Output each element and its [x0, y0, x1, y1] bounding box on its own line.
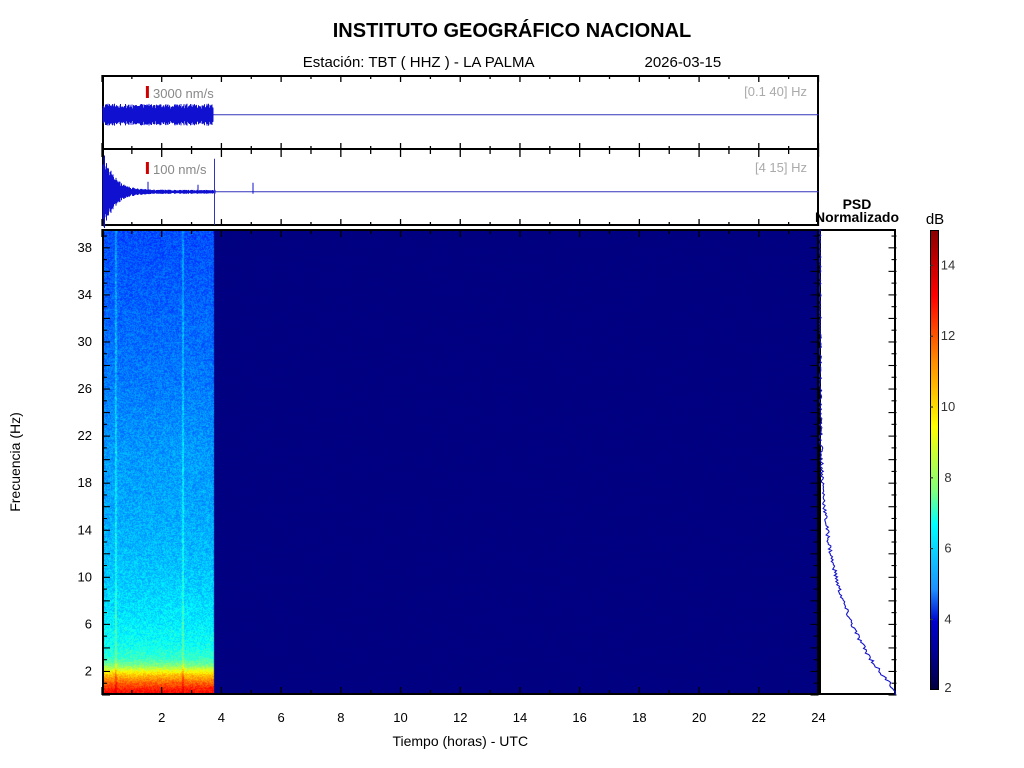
svg-text:34: 34	[78, 287, 92, 302]
svg-text:24: 24	[811, 710, 825, 725]
svg-text:Tiempo (horas) - UTC: Tiempo (horas) - UTC	[392, 733, 528, 749]
svg-text:dB: dB	[926, 211, 944, 228]
svg-text:14: 14	[78, 522, 92, 537]
svg-text:22: 22	[78, 428, 92, 443]
svg-text:20: 20	[692, 710, 706, 725]
svg-text:10: 10	[393, 710, 407, 725]
svg-text:26: 26	[78, 381, 92, 396]
svg-text:18: 18	[78, 475, 92, 490]
svg-text:2: 2	[85, 663, 92, 678]
svg-text:14: 14	[513, 710, 527, 725]
svg-text:2: 2	[944, 680, 951, 695]
svg-text:6: 6	[85, 616, 92, 631]
svg-text:16: 16	[572, 710, 586, 725]
svg-text:8: 8	[337, 710, 344, 725]
svg-text:4: 4	[944, 611, 951, 626]
svg-text:30: 30	[78, 334, 92, 349]
svg-text:12: 12	[941, 328, 955, 343]
svg-text:Normalizado: Normalizado	[815, 209, 899, 225]
svg-text:PSD: PSD	[843, 196, 872, 212]
svg-text:6: 6	[944, 541, 951, 556]
svg-text:22: 22	[752, 710, 766, 725]
svg-text:10: 10	[941, 399, 955, 414]
svg-text:14: 14	[941, 257, 955, 272]
svg-text:4: 4	[218, 710, 225, 725]
svg-text:2: 2	[158, 710, 165, 725]
svg-text:38: 38	[78, 240, 92, 255]
svg-text:18: 18	[632, 710, 646, 725]
svg-text:6: 6	[278, 710, 285, 725]
svg-text:12: 12	[453, 710, 467, 725]
svg-text:10: 10	[78, 569, 92, 584]
svg-text:Frecuencia (Hz): Frecuencia (Hz)	[7, 412, 23, 512]
svg-text:8: 8	[944, 470, 951, 485]
